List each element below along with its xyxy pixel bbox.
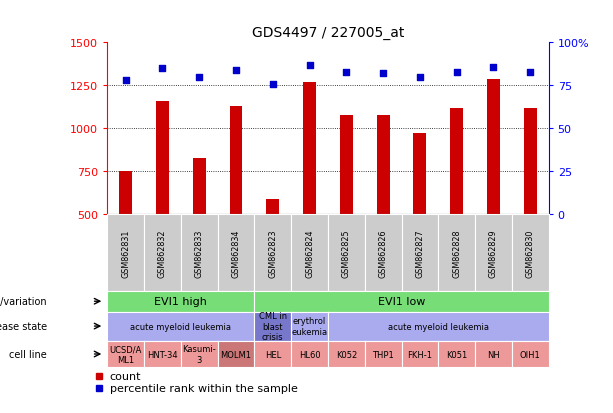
Text: CML in
blast
crisis: CML in blast crisis	[259, 311, 287, 341]
Bar	[414, 133, 427, 215]
Text: THP1: THP1	[372, 350, 394, 358]
Text: GSM862826: GSM862826	[379, 229, 387, 277]
Point	[194, 74, 204, 81]
Text: percentile rank within the sample: percentile rank within the sample	[110, 383, 297, 393]
Point	[452, 69, 462, 76]
Text: HEL: HEL	[265, 350, 281, 358]
Text: FKH-1: FKH-1	[408, 350, 432, 358]
Text: HNT-34: HNT-34	[147, 350, 178, 358]
Text: cell line: cell line	[9, 349, 47, 359]
Text: K051: K051	[446, 350, 467, 358]
Text: Kasumi-
3: Kasumi- 3	[182, 344, 216, 364]
Point	[305, 62, 314, 69]
Point	[415, 74, 425, 81]
Bar	[229, 107, 243, 215]
Text: GSM862827: GSM862827	[416, 229, 424, 277]
Text: GSM862825: GSM862825	[342, 229, 351, 277]
Text: GSM862823: GSM862823	[268, 229, 277, 277]
Bar	[156, 102, 169, 215]
Point	[268, 81, 278, 88]
Point	[525, 69, 535, 76]
Text: UCSD/A
ML1: UCSD/A ML1	[110, 344, 142, 364]
Text: acute myeloid leukemia: acute myeloid leukemia	[388, 322, 489, 331]
Text: erythrol
eukemia: erythrol eukemia	[292, 317, 327, 336]
Text: disease state: disease state	[0, 321, 47, 331]
Text: GSM862830: GSM862830	[526, 229, 535, 277]
Bar	[340, 115, 353, 215]
Bar	[524, 109, 537, 215]
Text: GSM862832: GSM862832	[158, 229, 167, 277]
Point	[121, 78, 131, 84]
Text: GSM862829: GSM862829	[489, 229, 498, 277]
Bar	[376, 115, 390, 215]
Bar	[303, 83, 316, 215]
Bar	[192, 158, 206, 215]
Bar	[266, 199, 280, 215]
Text: count: count	[110, 371, 141, 381]
Text: GSM862831: GSM862831	[121, 229, 130, 277]
Text: genotype/variation: genotype/variation	[0, 297, 47, 306]
Bar	[487, 80, 500, 215]
Text: GSM862828: GSM862828	[452, 229, 461, 277]
Title: GDS4497 / 227005_at: GDS4497 / 227005_at	[252, 26, 404, 40]
Bar	[450, 109, 463, 215]
Point	[341, 69, 351, 76]
Text: HL60: HL60	[299, 350, 321, 358]
Text: GSM862824: GSM862824	[305, 229, 314, 277]
Text: EVI1 high: EVI1 high	[154, 297, 207, 306]
Point	[489, 64, 498, 71]
Text: GSM862833: GSM862833	[195, 229, 204, 277]
Text: OIH1: OIH1	[520, 350, 541, 358]
Text: GSM862834: GSM862834	[232, 229, 240, 277]
Text: NH: NH	[487, 350, 500, 358]
Point	[158, 66, 167, 72]
Point	[378, 71, 388, 78]
Bar	[119, 172, 132, 215]
Text: MOLM1: MOLM1	[221, 350, 251, 358]
Point	[231, 67, 241, 74]
Text: EVI1 low: EVI1 low	[378, 297, 425, 306]
Text: acute myeloid leukemia: acute myeloid leukemia	[131, 322, 231, 331]
Text: K052: K052	[336, 350, 357, 358]
